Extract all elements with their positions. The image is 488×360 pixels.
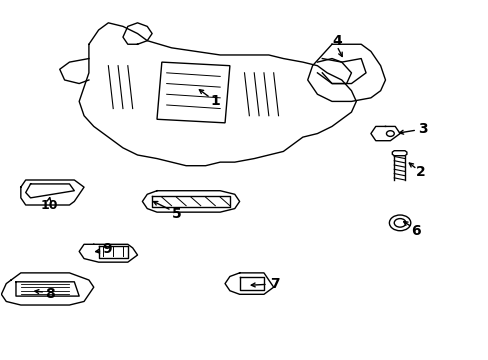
Text: 5: 5 (171, 207, 181, 221)
Text: 6: 6 (410, 224, 420, 238)
Text: 1: 1 (210, 94, 220, 108)
Text: 7: 7 (269, 277, 279, 291)
Text: 9: 9 (102, 242, 112, 256)
Text: 3: 3 (418, 122, 427, 136)
Text: 10: 10 (40, 199, 58, 212)
Text: 2: 2 (415, 165, 425, 179)
Text: 4: 4 (331, 34, 341, 48)
Text: 8: 8 (45, 287, 55, 301)
